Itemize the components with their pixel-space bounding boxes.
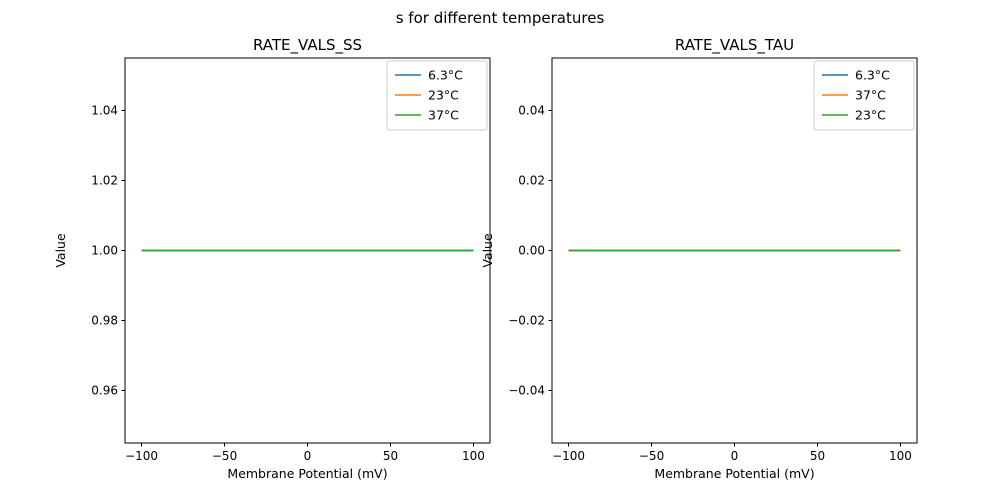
axes-rate-vals-tau: RATE_VALS_TAU −100 −50 0 50 100 Membrane Poten… bbox=[480, 36, 918, 481]
legend-label: 6.3°C bbox=[428, 68, 463, 83]
x-tick-label: −100 bbox=[552, 449, 585, 463]
legend-label: 23°C bbox=[855, 108, 886, 123]
x-tick-label: 0 bbox=[731, 449, 739, 463]
axes-frame bbox=[551, 57, 918, 444]
y-tick-label: 1.00 bbox=[91, 244, 118, 258]
x-tick-label: −50 bbox=[639, 449, 664, 463]
x-tick-label: 100 bbox=[462, 449, 485, 463]
y-tick-label: 0.04 bbox=[518, 104, 545, 118]
y-tick-label: 0.96 bbox=[91, 384, 118, 398]
x-tick-label: 50 bbox=[383, 449, 398, 463]
figure-title: s for different temperatures bbox=[395, 9, 605, 27]
y-axis: 0.96 0.98 1.00 1.02 1.04 Value bbox=[53, 104, 125, 398]
legend-label: 37°C bbox=[855, 88, 886, 103]
axes-title: RATE_VALS_TAU bbox=[675, 36, 794, 55]
x-axis-label: Membrane Potential (mV) bbox=[654, 466, 814, 481]
y-tick-label: −0.04 bbox=[508, 384, 545, 398]
x-tick-label: −100 bbox=[125, 449, 158, 463]
y-tick-label: 1.04 bbox=[91, 104, 118, 118]
y-tick-label: 0.98 bbox=[91, 314, 118, 328]
x-tick-label: 0 bbox=[304, 449, 312, 463]
y-axis-label: Value bbox=[480, 233, 495, 268]
x-axis-label: Membrane Potential (mV) bbox=[227, 466, 387, 481]
axes-title: RATE_VALS_SS bbox=[253, 36, 362, 55]
x-tick-label: −50 bbox=[212, 449, 237, 463]
x-tick-label: 100 bbox=[889, 449, 912, 463]
y-axis-label: Value bbox=[53, 233, 68, 268]
x-axis: −100 −50 0 50 100 Membrane Potential (mV) bbox=[125, 443, 485, 481]
legend: 6.3°C 37°C 23°C bbox=[813, 60, 915, 131]
legend: 6.3°C 23°C 37°C bbox=[386, 60, 488, 131]
legend-label: 37°C bbox=[428, 108, 459, 123]
axes-rate-vals-ss: RATE_VALS_SS −100 −50 0 50 100 Membrane Potent… bbox=[53, 36, 491, 481]
legend-label: 6.3°C bbox=[855, 68, 890, 83]
legend-label: 23°C bbox=[428, 88, 459, 103]
legend-box bbox=[386, 60, 488, 131]
y-tick-label: 1.02 bbox=[91, 174, 118, 188]
y-axis: −0.04 −0.02 0.00 0.02 0.04 Value bbox=[480, 104, 552, 398]
legend-box bbox=[813, 60, 915, 131]
y-tick-label: −0.02 bbox=[508, 314, 545, 328]
axes-frame bbox=[124, 57, 491, 444]
y-tick-label: 0.00 bbox=[518, 244, 545, 258]
x-axis: −100 −50 0 50 100 Membrane Potential (mV) bbox=[552, 443, 912, 481]
y-tick-label: 0.02 bbox=[518, 174, 545, 188]
x-tick-label: 50 bbox=[810, 449, 825, 463]
